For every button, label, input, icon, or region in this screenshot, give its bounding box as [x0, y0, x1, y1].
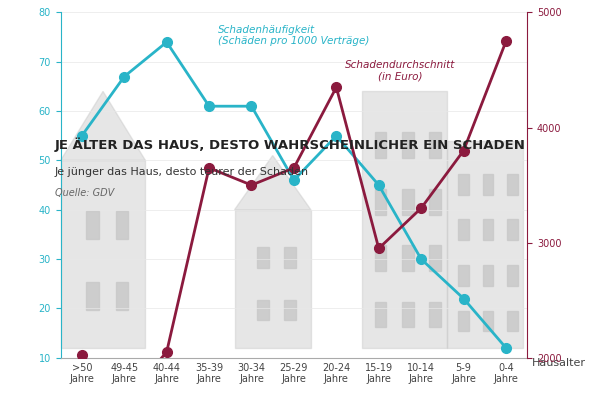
Bar — [258, 300, 269, 320]
Bar — [375, 132, 387, 158]
Text: Hausalter: Hausalter — [531, 358, 585, 368]
Bar — [86, 282, 99, 310]
Bar — [458, 311, 469, 331]
Bar — [86, 211, 99, 239]
Bar — [507, 265, 518, 286]
Text: Schadendurchschnitt
(in Euro): Schadendurchschnitt (in Euro) — [345, 60, 455, 82]
Bar — [375, 245, 387, 271]
Bar — [402, 132, 413, 158]
Polygon shape — [61, 92, 145, 161]
Text: Quelle: GDV: Quelle: GDV — [55, 188, 114, 198]
Bar — [447, 141, 523, 348]
Bar — [402, 245, 413, 271]
Bar — [235, 210, 311, 348]
Bar — [429, 302, 441, 327]
Bar — [458, 174, 469, 195]
Bar — [284, 300, 296, 320]
Bar — [375, 302, 387, 327]
Bar — [429, 245, 441, 271]
Bar — [61, 161, 145, 348]
Bar — [458, 265, 469, 286]
Text: Je jünger das Haus, desto teurer der Schaden: Je jünger das Haus, desto teurer der Sch… — [55, 167, 308, 177]
Bar — [402, 189, 413, 215]
Bar — [507, 174, 518, 195]
Bar — [458, 220, 469, 240]
Bar — [375, 189, 387, 215]
Bar — [116, 211, 128, 239]
Bar — [482, 311, 493, 331]
Bar — [429, 189, 441, 215]
Bar — [429, 132, 441, 158]
Bar — [507, 220, 518, 240]
Bar — [402, 302, 413, 327]
Bar — [507, 311, 518, 331]
Polygon shape — [235, 156, 311, 210]
Bar — [482, 220, 493, 240]
Bar — [362, 92, 447, 348]
Bar — [482, 265, 493, 286]
Bar — [116, 282, 128, 310]
Text: Schadenhäufigkeit
(Schäden pro 1000 Verträge): Schadenhäufigkeit (Schäden pro 1000 Vert… — [218, 25, 369, 47]
Text: JE ÄLTER DAS HAUS, DESTO WAHRSCHEINLICHER EIN SCHADEN: JE ÄLTER DAS HAUS, DESTO WAHRSCHEINLICHE… — [55, 137, 525, 152]
Bar — [258, 247, 269, 268]
Bar — [482, 174, 493, 195]
Bar — [284, 247, 296, 268]
